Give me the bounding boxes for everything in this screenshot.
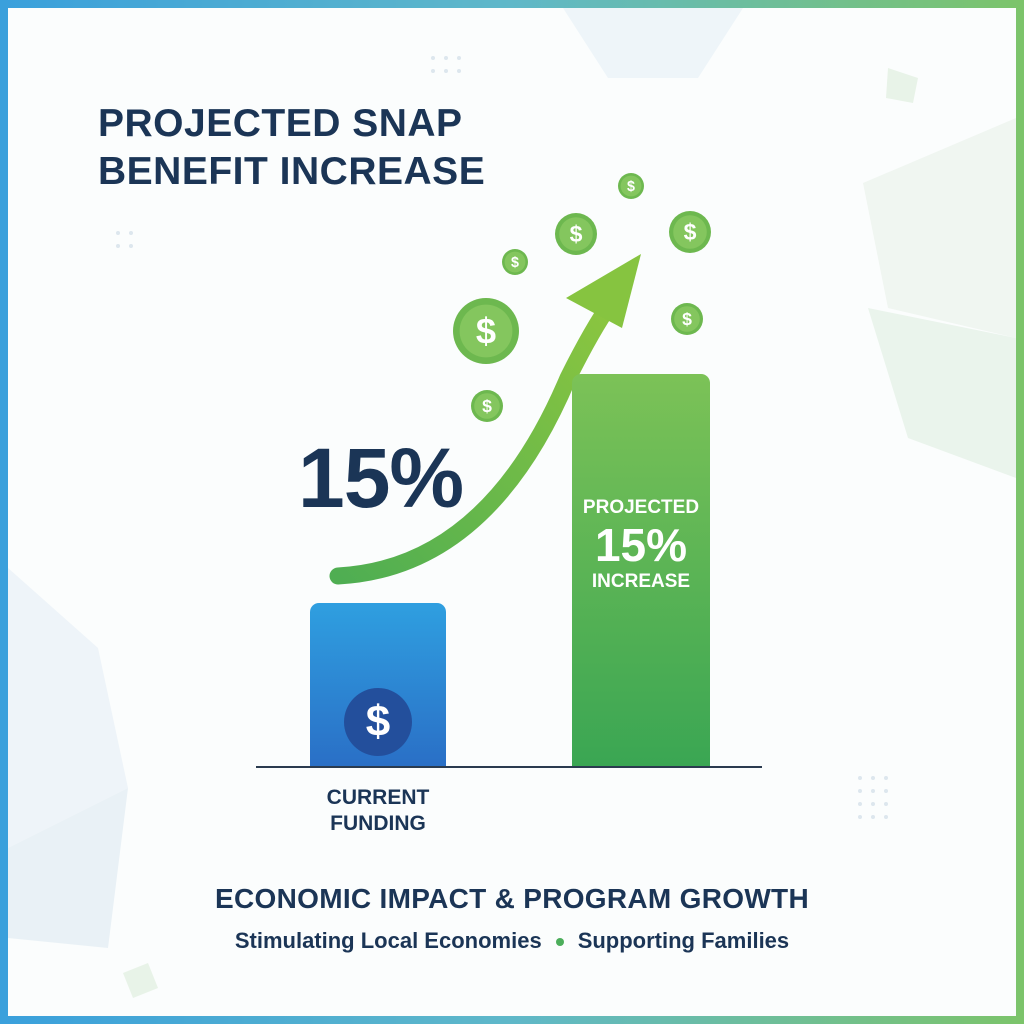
growth-arrow-shaft [329,294,620,585]
footer-subtitle: Stimulating Local Economies Supporting Fa… [8,926,1016,956]
category-label-current: CURRENT FUNDING [288,785,468,837]
category-label-line-2: FUNDING [330,812,426,835]
svg-text:$: $ [682,309,692,329]
footer-item-economies: Stimulating Local Economies [234,928,542,953]
growth-arrow-layer: $ $ $ $ $ $ $ [329,173,711,585]
page-title: PROJECTED SNAP BENEFIT INCREASE [98,100,485,196]
bar-projected-increase [572,374,710,767]
svg-text:$: $ [511,255,519,271]
svg-text:$: $ [482,396,492,416]
footer-item-families: Supporting Families [577,928,790,953]
dollar-icon: $ [344,688,412,756]
growth-arrow-head [566,254,641,328]
dollar-coin-icon: $ [618,173,644,199]
title-line-2: BENEFIT INCREASE [98,150,486,193]
dollar-coin-icon: $ [671,303,703,335]
svg-text:$: $ [570,221,583,247]
dollar-coin-icon: $ [453,298,519,364]
svg-text:$: $ [476,311,496,352]
title-line-1: PROJECTED SNAP [98,102,463,145]
dollar-coin-icon: $ [502,249,528,275]
separator-dot [555,938,564,947]
svg-text:$: $ [627,179,635,195]
bar-projected-label-top: PROJECTED [582,497,700,518]
svg-text:$: $ [684,219,697,245]
dollar-coin-icon: $ [555,213,597,255]
footer-title: ECONOMIC IMPACT & PROGRAM GROWTH [215,883,809,914]
category-label-line-1: CURRENT [326,786,430,809]
infographic-canvas: PROJECTED SNAP BENEFIT INCREASE $ $ $ $ $ $ $ … [8,8,1016,1016]
dollar-coins: $ $ $ $ $ $ $ [453,173,711,422]
background-decoration [8,8,1016,998]
chart-baseline [256,766,762,768]
bar-projected-label-percent: 15% [594,519,688,571]
bar-projected-label: PROJECTED 15% INCREASE [572,496,710,594]
dollar-coin-icon: $ [471,390,503,422]
dollar-coin-icon: $ [669,211,711,253]
increase-percent-label: 15% [298,431,464,525]
bar-projected-label-bottom: INCREASE [591,571,691,592]
